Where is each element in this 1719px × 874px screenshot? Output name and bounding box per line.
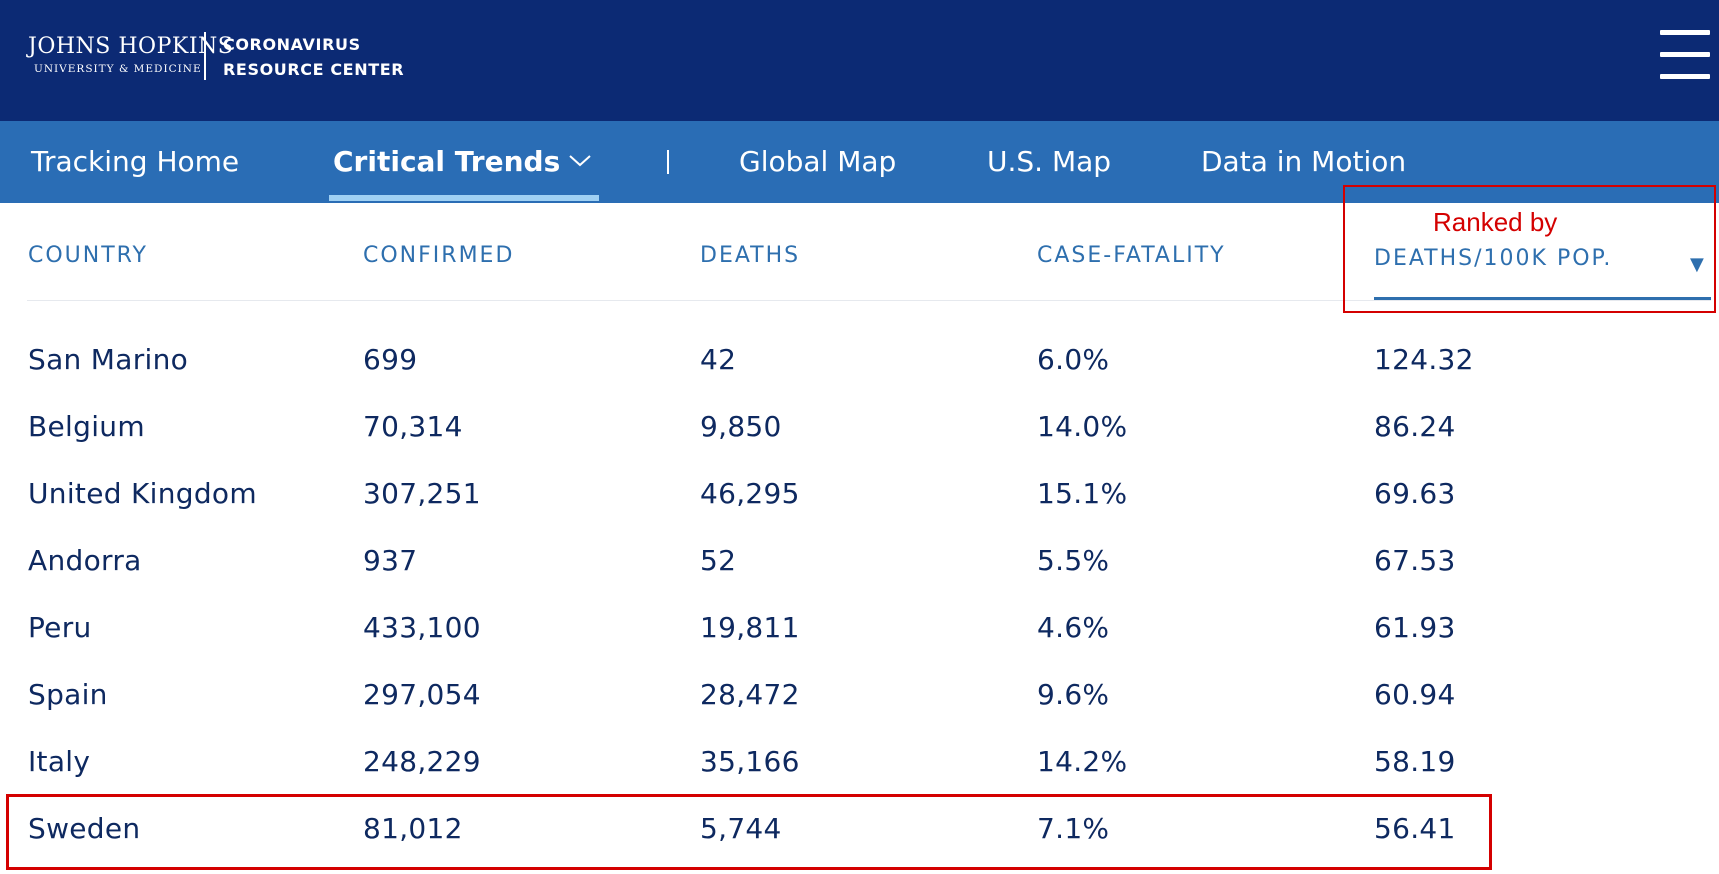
cell-country: San Marino [28,343,189,376]
table-row-highlighted[interactable]: Sweden 81,012 5,744 7.1% 56.41 [0,795,1719,862]
chevron-down-icon[interactable] [566,147,594,175]
cell-deaths-per-100k: 67.53 [1374,544,1456,577]
nav-global-map[interactable]: Global Map [739,145,897,178]
cell-confirmed: 297,054 [363,678,481,711]
column-header-deaths[interactable]: DEATHS [700,243,801,268]
table-row[interactable]: Andorra 937 52 5.5% 67.53 [0,527,1719,594]
cell-deaths: 9,850 [700,410,782,443]
cell-confirmed: 699 [363,343,418,376]
column-header-confirmed[interactable]: CONFIRMED [363,243,515,268]
cell-country: Spain [28,678,108,711]
cell-deaths: 46,295 [700,477,800,510]
cell-deaths: 42 [700,343,737,376]
cell-deaths-per-100k: 58.19 [1374,745,1456,778]
johns-hopkins-logo-title[interactable]: JOHNS HOPKINS [28,34,234,59]
column-header-case-fatality[interactable]: CASE-FATALITY [1037,243,1226,268]
nav-us-map[interactable]: U.S. Map [987,145,1112,178]
nav-data-in-motion[interactable]: Data in Motion [1201,145,1407,178]
cell-country: Belgium [28,410,145,443]
cell-country: Peru [28,611,92,644]
menu-line [1660,74,1710,79]
cell-deaths-per-100k: 60.94 [1374,678,1456,711]
table-row[interactable]: United Kingdom 307,251 46,295 15.1% 69.6… [0,460,1719,527]
cell-deaths-per-100k: 56.41 [1374,812,1456,845]
column-header-deaths-per-100k[interactable]: DEATHS/100K POP. [1374,246,1613,271]
cell-confirmed: 81,012 [363,812,463,845]
site-name-line1[interactable]: CORONAVIRUS [223,35,361,54]
cell-country: Sweden [28,812,141,845]
cell-case-fatality: 14.2% [1037,745,1128,778]
cell-deaths-per-100k: 124.32 [1374,343,1474,376]
menu-line [1660,30,1710,35]
nav-separator [667,150,669,174]
cell-confirmed: 937 [363,544,418,577]
logo-divider [204,32,206,80]
cell-country: Andorra [28,544,142,577]
column-header-country[interactable]: COUNTRY [28,243,148,268]
cell-deaths: 28,472 [700,678,800,711]
cell-deaths: 35,166 [700,745,800,778]
header-divider [27,300,1711,301]
cell-deaths: 5,744 [700,812,782,845]
menu-line [1660,52,1710,57]
active-tab-indicator [329,195,599,201]
cell-confirmed: 433,100 [363,611,481,644]
cell-case-fatality: 14.0% [1037,410,1128,443]
cell-case-fatality: 15.1% [1037,477,1128,510]
cell-case-fatality: 7.1% [1037,812,1110,845]
cell-deaths-per-100k: 69.63 [1374,477,1456,510]
cell-country: United Kingdom [28,477,257,510]
table-row[interactable]: Italy 248,229 35,166 14.2% 58.19 [0,728,1719,795]
annotation-row-highlight-box [6,794,1492,870]
cell-confirmed: 307,251 [363,477,481,510]
sort-descending-icon[interactable]: ▼ [1690,254,1704,275]
cell-case-fatality: 5.5% [1037,544,1110,577]
cell-deaths: 52 [700,544,737,577]
main-nav-bar: Tracking Home Critical Trends Global Map… [0,121,1719,203]
cell-confirmed: 70,314 [363,410,463,443]
cell-confirmed: 248,229 [363,745,481,778]
cell-country: Italy [28,745,91,778]
top-header-bar: JOHNS HOPKINS UNIVERSITY & MEDICINE CORO… [0,0,1719,121]
cell-case-fatality: 9.6% [1037,678,1110,711]
annotation-sort-box [1343,185,1716,313]
table-row[interactable]: Spain 297,054 28,472 9.6% 60.94 [0,661,1719,728]
cell-case-fatality: 6.0% [1037,343,1110,376]
hamburger-menu-icon[interactable] [1660,30,1710,82]
table-row[interactable]: San Marino 699 42 6.0% 124.32 [0,326,1719,393]
annotation-ranked-by-label: Ranked by [1433,207,1558,237]
nav-critical-trends[interactable]: Critical Trends [333,145,561,178]
nav-tracking-home[interactable]: Tracking Home [31,145,240,178]
johns-hopkins-logo-subtitle: UNIVERSITY & MEDICINE [34,63,202,75]
cell-deaths: 19,811 [700,611,800,644]
cell-deaths-per-100k: 86.24 [1374,410,1456,443]
cell-case-fatality: 4.6% [1037,611,1110,644]
table-row[interactable]: Belgium 70,314 9,850 14.0% 86.24 [0,393,1719,460]
cell-deaths-per-100k: 61.93 [1374,611,1456,644]
table-row[interactable]: Peru 433,100 19,811 4.6% 61.93 [0,594,1719,661]
sorted-column-indicator [1374,297,1711,300]
site-name-line2[interactable]: RESOURCE CENTER [223,60,405,79]
